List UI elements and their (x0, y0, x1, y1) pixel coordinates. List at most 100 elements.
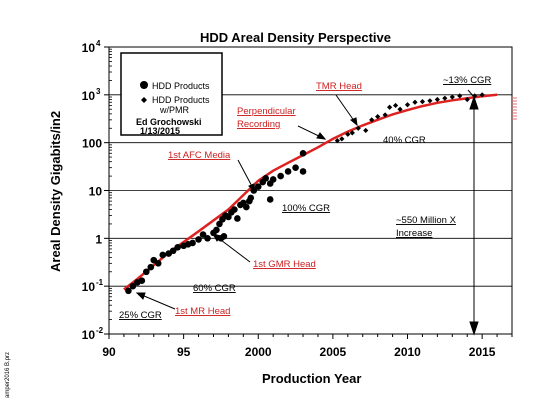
x-axis-ticks: 90 95 2000 2005 2010 2015 (102, 334, 513, 359)
hdd-pmr-point (412, 99, 418, 105)
hdd-product-point (147, 263, 155, 271)
data-points (125, 92, 485, 295)
annotation-40-cgr: 40% CGR (383, 135, 426, 146)
legend-item-1: HDD Products (152, 81, 210, 91)
annotation-gmr-head: 1st GMR Head (253, 259, 316, 270)
trend-line (123, 93, 498, 291)
legend-box (120, 52, 223, 136)
x-tick-label: 2015 (469, 345, 496, 359)
hdd-pmr-point (449, 94, 455, 100)
annotation-13-cgr: ~13% CGR (443, 75, 491, 86)
annotation-tmr-head: TMR Head (316, 81, 362, 92)
legend-diamond-marker (141, 97, 147, 103)
y-tick-exponent: 3 (96, 87, 101, 96)
y-tick-exponent: 4 (96, 39, 101, 48)
hdd-product-point (254, 183, 262, 191)
hdd-product-point (204, 235, 211, 242)
y-tick-label: 10 (82, 89, 96, 103)
hdd-pmr-point (387, 104, 393, 110)
x-tick-label: 2005 (320, 345, 347, 359)
legend-circle-marker (140, 81, 148, 89)
annotation-arrows (135, 89, 479, 336)
hdd-pmr-point (464, 96, 470, 103)
side-label: amper2016 B.prz (5, 352, 11, 398)
annotation-afc-media: 1st AFC Media (168, 150, 231, 161)
hdd-product-point (143, 268, 150, 276)
hdd-product-point (213, 226, 220, 234)
legend-author: Ed Grochowski (136, 117, 202, 127)
hdd-pmr-point (419, 99, 426, 105)
hdd-pmr-point (479, 92, 485, 98)
hdd-product-point (299, 168, 307, 175)
legend-item-2: HDD Products (152, 95, 210, 105)
hdd-product-point (220, 233, 228, 240)
x-tick-label: 95 (177, 345, 191, 359)
hdd-product-point (284, 168, 292, 175)
hdd-product-point (243, 203, 250, 211)
annotation-recording: Recording (237, 119, 280, 130)
hdd-pmr-point (397, 106, 403, 112)
y-tick-exponent: -2 (96, 326, 104, 335)
hdd-product-point (247, 194, 255, 202)
x-tick-label: 2000 (245, 345, 272, 359)
hdd-pmr-point (355, 125, 361, 131)
hdd-product-point (154, 260, 162, 267)
hdd-pmr-point (457, 93, 463, 99)
hdd-pmr-point (369, 117, 375, 123)
hdd-product-point (195, 236, 202, 243)
legend: HDD Products HDD Products w/PMR Ed Groch… (120, 52, 223, 136)
legend-date: 1/13/2015 (140, 126, 180, 136)
hdd-product-point (189, 239, 196, 247)
hdd-pmr-point (382, 112, 388, 118)
hdd-product-point (138, 277, 146, 285)
hdd-pmr-point (339, 136, 345, 142)
hdd-product-point (262, 174, 270, 182)
hdd-product-point (231, 206, 238, 213)
y-tick-label: 1 (95, 232, 102, 246)
annotation-550-million: ~550 Million X (396, 215, 457, 226)
hdd-pmr-point (375, 114, 381, 120)
y-tick-label: 10 (89, 185, 103, 199)
hdd-product-point (269, 176, 277, 183)
hdd-product-point (174, 243, 181, 251)
y-tick-label: 10 (82, 280, 96, 294)
y-tick-label: 10 (82, 328, 96, 342)
annotation-perpendicular: Perpendicular (237, 106, 296, 117)
legend-item-2b: w/PMR (159, 105, 190, 115)
hdd-pmr-point (392, 102, 399, 109)
y-tick-label: 10 (82, 41, 96, 55)
hdd-pmr-point (334, 138, 340, 144)
x-axis-label: Production Year (262, 371, 361, 386)
hdd-product-point (292, 164, 299, 171)
annotation-25-cgr: 25% CGR (119, 310, 162, 321)
y-tick-exponent: -1 (96, 278, 104, 287)
x-tick-label: 90 (102, 345, 116, 359)
hdd-pmr-point (363, 127, 369, 134)
hdd-pmr-point (427, 98, 433, 104)
annotation-100-cgr: 100% CGR (282, 203, 330, 214)
hdd-product-point (277, 172, 284, 180)
hdd-pmr-point (349, 130, 355, 136)
annotation-mr-head: 1st MR Head (175, 306, 230, 317)
right-edge-marks (512, 97, 517, 120)
hdd-product-point (266, 196, 274, 203)
hdd-pmr-point (442, 95, 448, 101)
y-tick-label: 100 (82, 137, 102, 151)
annotation-60-cgr: 60% CGR (193, 283, 236, 294)
annotation-increase: Increase (396, 228, 432, 239)
hdd-product-point (299, 149, 307, 157)
hdd-pmr-point (404, 102, 411, 108)
hdd-product-point (199, 231, 207, 238)
hdd-pmr-point (434, 96, 440, 103)
hdd-product-point (125, 287, 132, 295)
hdd-product-point (169, 247, 177, 255)
hdd-product-point (234, 215, 241, 222)
hdd-pmr-point (345, 131, 351, 137)
hdd-product-point (159, 251, 167, 259)
hdd-product-point (129, 282, 137, 290)
x-tick-label: 2010 (394, 345, 421, 359)
hdd-pmr-point (472, 93, 478, 99)
chart-title: HDD Areal Density Perspective (200, 30, 391, 45)
